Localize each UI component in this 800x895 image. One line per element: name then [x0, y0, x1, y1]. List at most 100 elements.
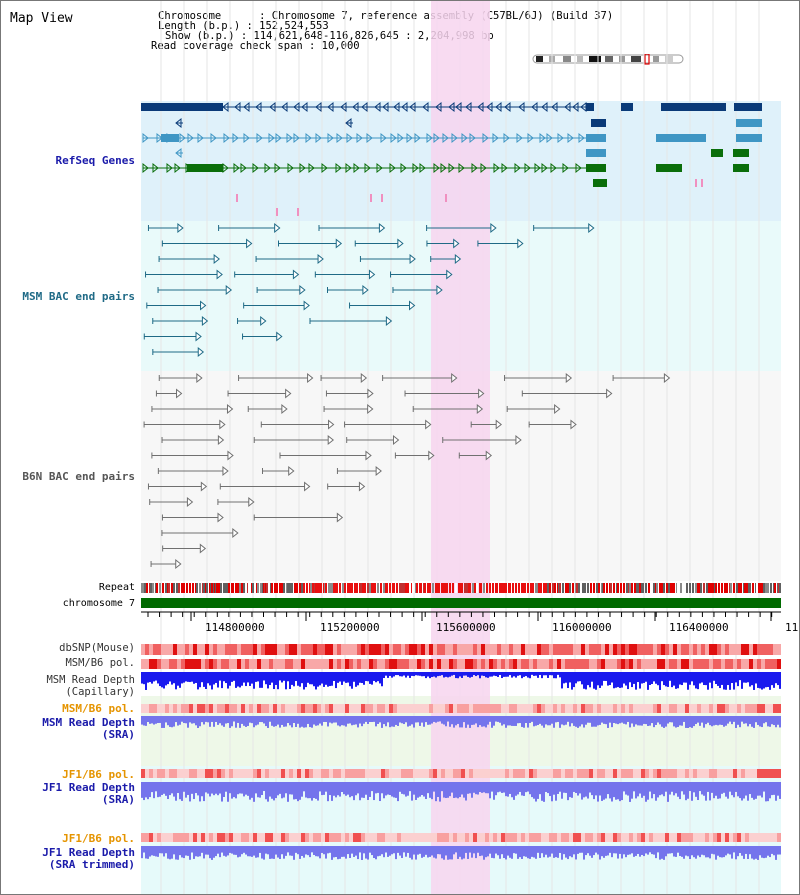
msm-b6-pol2-strip-cell	[673, 704, 677, 713]
repeat-mark	[661, 583, 663, 593]
jf1-b6-pol-strip-cell	[405, 769, 409, 778]
msm-b6-pol2-strip	[141, 704, 781, 713]
exon-arrow	[465, 101, 472, 113]
jf1-depth-sra-bar	[247, 782, 249, 796]
msm-bac-pair-end	[517, 238, 524, 249]
repeat-mark	[489, 583, 491, 593]
msm-bac-pair-end	[490, 222, 497, 234]
dbsnp-strip-cell	[545, 644, 549, 655]
jf1-depth-trim-bar	[195, 846, 197, 857]
msm-depth-sra-bar	[665, 716, 667, 727]
jf1-depth-sra-bar	[447, 782, 449, 798]
msm-depth-sra-bar	[737, 716, 739, 725]
exon-arrow	[174, 162, 181, 174]
exon-arrow	[366, 132, 373, 144]
msm-depth-capillary-bar	[773, 672, 775, 688]
jf1-depth-trim-bar	[509, 846, 511, 858]
msm-depth-capillary-bar	[759, 672, 761, 689]
jf1-depth-trim-bar	[581, 846, 583, 853]
msm-depth-sra-bar	[519, 716, 521, 724]
msm-b6-pol-strip-cell	[773, 659, 777, 669]
b6n-bac-pair-end	[495, 419, 502, 430]
b6n-bac-pair-end	[554, 403, 561, 415]
msm-b6-pol-strip-cell	[733, 659, 737, 669]
jf1-depth-sra-bar	[727, 782, 729, 799]
jf1-depth-trim-bar	[215, 846, 217, 857]
jf1-depth-trim-bar	[189, 846, 191, 860]
jf1-depth-sra-bar	[771, 782, 773, 796]
msm-b6-pol2-strip-cell	[689, 704, 693, 713]
exon-arrow	[315, 132, 322, 144]
msm-depth-capillary-bar	[715, 672, 717, 684]
msm-depth-capillary-bar	[605, 672, 607, 681]
msm-b6-pol-strip-cell	[665, 659, 669, 669]
jf1-b6-pol2-strip-cell	[193, 833, 197, 842]
msm-depth-capillary-bar	[403, 672, 405, 676]
exon-arrow	[458, 162, 465, 174]
jf1-depth-trim-bar	[571, 846, 573, 858]
repeat-mark	[320, 583, 322, 593]
msm-depth-sra-bar	[569, 716, 571, 727]
msm-depth-sra-bar	[399, 716, 401, 723]
jf1-depth-trim-bar	[437, 846, 439, 855]
msm-depth-sra-bar	[361, 716, 363, 727]
exon-arrow	[518, 101, 525, 113]
jf1-b6-pol-strip-cell	[345, 769, 349, 778]
msm-b6-pol-strip-cell	[741, 659, 745, 669]
msm-depth-sra-bar	[165, 716, 167, 723]
msm-depth-capillary-bar	[441, 672, 443, 676]
msm-bac-pair-end	[378, 222, 386, 234]
msm-b6-pol2-strip-cell	[325, 704, 329, 713]
jf1-depth-trim-bar	[483, 846, 485, 860]
exon-arrow	[293, 132, 300, 144]
msm-b6-pol2-strip-cell	[305, 704, 309, 713]
jf1-depth-sra-bar	[739, 782, 741, 799]
jf1-depth-trim-bar	[205, 846, 207, 855]
msm-depth-sra-label: MSM Read Depth (SRA)	[21, 717, 135, 741]
jf1-b6-pol2-strip-cell	[505, 833, 509, 842]
repeat-mark	[216, 583, 218, 593]
msm-depth-sra-bar	[763, 716, 765, 724]
jf1-b6-pol2-strip-cell	[609, 833, 613, 842]
repeat-mark	[432, 583, 434, 593]
msm-depth-sra-bar	[467, 716, 469, 725]
jf1-depth-trim-bar	[325, 846, 327, 859]
msm-b6-pol-strip-cell	[745, 659, 749, 669]
msm-depth-capillary-bar	[235, 672, 237, 688]
jf1-depth-sra-bar	[761, 782, 763, 798]
jf1-depth-sra-bar	[641, 782, 643, 798]
msm-depth-sra-bar	[633, 716, 635, 727]
repeat-mark	[610, 583, 612, 593]
gene-block	[656, 134, 706, 142]
repeat-mark	[260, 583, 262, 593]
jf1-b6-pol-strip-cell	[453, 769, 457, 778]
msm-b6-pol2-strip-cell	[345, 704, 349, 713]
jf1-depth-trim-bar	[285, 846, 287, 856]
jf1-depth-trim-bar	[455, 846, 457, 853]
msm-b6-pol2-strip-cell	[201, 704, 205, 713]
msm-depth-sra-bar	[269, 716, 271, 722]
jf1-depth-sra-bar	[767, 782, 769, 802]
jf1-depth-sra-bar	[463, 782, 465, 798]
ruler-label: 115600000	[436, 621, 496, 634]
msm-depth-sra-bar	[489, 716, 491, 722]
repeat-mark	[724, 583, 726, 593]
jf1-b6-pol-strip-cell	[389, 769, 393, 778]
exon-arrow	[340, 101, 347, 113]
jf1-depth-trim-bar	[287, 846, 289, 853]
msm-depth-sra-bar	[463, 716, 465, 723]
repeat-mark	[239, 583, 241, 593]
jf1-depth-sra-bar	[479, 782, 481, 792]
exon-arrow	[256, 132, 263, 144]
jf1-b6-pol2-strip-cell	[469, 833, 473, 842]
repeat-mark	[178, 583, 180, 593]
msm-b6-pol-strip-cell	[453, 659, 457, 669]
jf1-depth-trim-bar	[329, 846, 331, 853]
jf1-b6-pol2-strip-cell	[357, 833, 361, 842]
msm-b6-pol-strip-cell	[293, 659, 297, 669]
jf1-depth-trim-bar	[753, 846, 755, 860]
msm-depth-capillary-bar	[173, 672, 175, 684]
jf1-depth-sra-bar	[351, 782, 353, 797]
msm-depth-capillary-bar	[779, 672, 781, 689]
